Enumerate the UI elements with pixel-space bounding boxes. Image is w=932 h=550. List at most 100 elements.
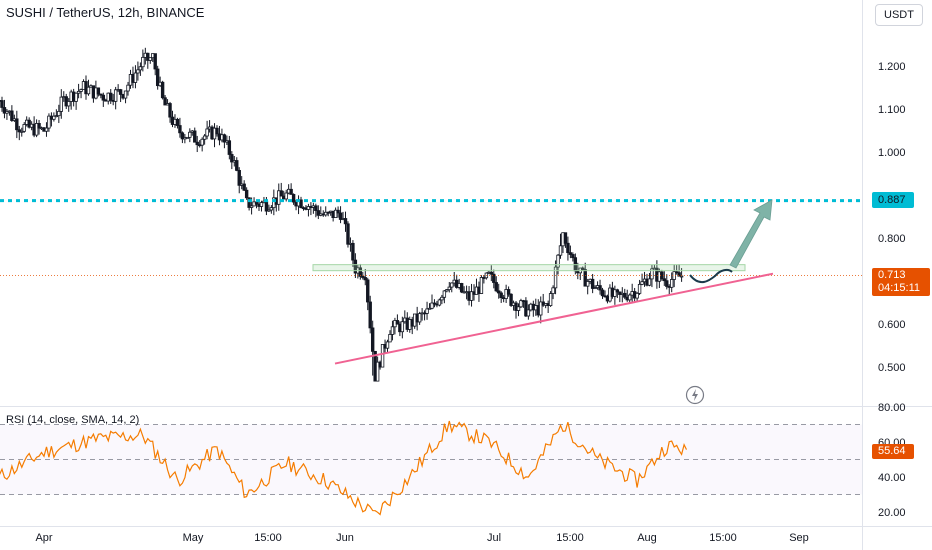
candle-body <box>400 321 405 333</box>
candle-body <box>200 138 204 146</box>
candle-body <box>202 135 207 140</box>
candle-body <box>289 188 293 195</box>
candle-body <box>499 292 503 299</box>
candle-body <box>242 183 246 191</box>
candle-body <box>52 115 56 120</box>
candle-body <box>432 302 437 305</box>
candle-body <box>351 242 355 261</box>
candle-body <box>363 277 367 281</box>
candle-body <box>358 267 363 277</box>
candle-body <box>136 69 140 74</box>
candle-body <box>74 92 78 102</box>
candle-body <box>249 205 254 208</box>
candle-body <box>440 296 444 301</box>
candle-body <box>67 101 71 107</box>
time-tick-label: Jul <box>487 532 501 544</box>
support-trendline <box>334 272 774 365</box>
time-tick-label: Apr <box>35 532 52 544</box>
candle-body <box>442 290 447 298</box>
time-tick-label: 15:00 <box>556 532 584 544</box>
candle-body <box>316 210 321 216</box>
candle-body <box>353 259 358 274</box>
symbol-title[interactable]: SUSHI / TetherUS, 12h, BINANCE <box>6 5 205 20</box>
candle-body <box>163 97 167 106</box>
candle-body <box>417 313 422 323</box>
rsi-tick-label: 20.00 <box>878 507 906 519</box>
currency-selector[interactable]: USDT <box>875 4 923 26</box>
projection-wave <box>689 268 733 284</box>
candle-body <box>247 197 251 208</box>
candle-body <box>479 277 484 294</box>
candle-body <box>314 205 318 211</box>
candle-body <box>674 271 679 274</box>
candle-body <box>679 275 684 278</box>
candle-body <box>195 141 199 146</box>
candle-body <box>459 283 464 293</box>
candle-body <box>133 72 138 83</box>
candle-body <box>338 212 343 220</box>
candle-body <box>269 207 274 211</box>
last-price-label: 0.713 <box>878 269 906 281</box>
price-tick-label: 0.600 <box>878 319 906 331</box>
candle-body <box>670 279 674 288</box>
candle-body <box>333 209 338 219</box>
candle-body <box>447 286 451 291</box>
candle-body <box>375 361 380 382</box>
candle-body <box>123 90 128 99</box>
candle-body <box>526 309 531 317</box>
candle-body <box>370 327 375 352</box>
candle-body <box>361 275 365 278</box>
candle-body <box>27 119 31 128</box>
price-tick-label: 1.100 <box>878 104 906 116</box>
candle-body <box>15 118 19 131</box>
candle-body <box>126 84 130 92</box>
candle-body <box>388 334 392 343</box>
candle-body <box>506 289 511 295</box>
candle-body <box>237 170 241 186</box>
candle-body <box>677 272 681 277</box>
candle-body <box>0 100 4 108</box>
candle-body <box>86 86 91 95</box>
candle-body <box>581 267 585 270</box>
candle-body <box>593 287 597 290</box>
candle-body <box>519 300 523 308</box>
candle-body <box>598 285 602 291</box>
rsi-legend[interactable]: RSI (14, close, SMA, 14, 2) <box>6 414 140 426</box>
candle-body <box>665 280 669 287</box>
candle-body <box>37 123 41 129</box>
price-tick-label: 0.500 <box>878 362 906 374</box>
candle-body <box>215 127 219 135</box>
time-tick-label: 15:00 <box>254 532 282 544</box>
candle-body <box>160 81 165 99</box>
candle-body <box>326 211 330 214</box>
candle-body <box>277 190 281 205</box>
candle-body <box>101 94 106 101</box>
target-price-badge: 0.887 <box>872 192 914 208</box>
lightning-icon[interactable] <box>685 385 705 405</box>
candle-body <box>635 292 639 299</box>
candle-body <box>380 344 385 368</box>
candle-body <box>427 307 432 310</box>
candle-body <box>366 279 370 303</box>
candle-body <box>96 87 101 95</box>
candle-body <box>489 271 494 275</box>
candle-body <box>640 281 644 285</box>
candle-body <box>425 308 429 314</box>
candle-body <box>346 223 350 245</box>
target-price-label: 0.887 <box>878 194 906 206</box>
candle-body <box>662 278 666 282</box>
candle-body <box>548 293 553 306</box>
candlesticks <box>0 47 684 382</box>
candle-body <box>336 209 340 214</box>
bar-countdown: 04:15:11 <box>878 282 921 294</box>
candle-body <box>205 128 209 137</box>
candle-body <box>647 278 652 286</box>
candle-body <box>259 202 264 207</box>
candle-body <box>516 306 521 311</box>
candle-body <box>76 90 81 94</box>
candle-body <box>492 273 496 283</box>
candle-body <box>568 252 573 255</box>
rsi-tick-label: 80.00 <box>878 402 906 414</box>
